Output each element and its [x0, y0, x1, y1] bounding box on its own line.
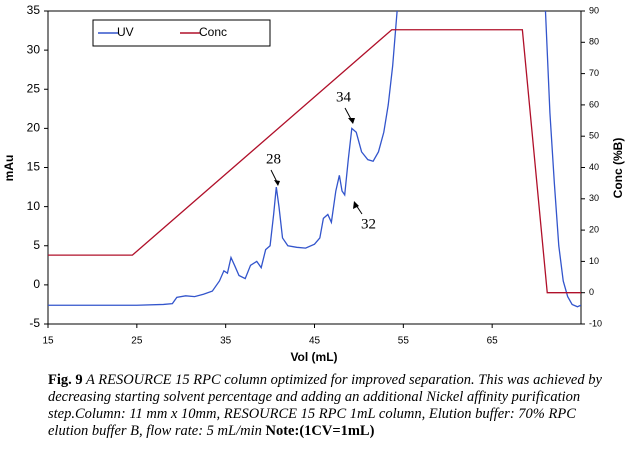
y2-tick-label: 50: [589, 131, 599, 141]
caption-text: A RESOURCE 15 RPC column optimized for i…: [48, 372, 602, 439]
y-tick-label: 20: [27, 121, 41, 135]
legend-label: UV: [117, 25, 134, 39]
x-axis-label: Vol (mL): [290, 350, 337, 364]
y2-tick-label: 10: [589, 256, 599, 266]
y2-tick-label: 30: [589, 193, 599, 203]
x-tick-label: 35: [220, 336, 232, 347]
y-tick-label: -5: [29, 316, 40, 330]
plot-frame: [47, 10, 582, 325]
annotation: 34: [336, 89, 352, 105]
y2-tick-label: 70: [589, 68, 599, 78]
plot-lines: [48, 11, 581, 308]
y-tick-label: 25: [27, 81, 41, 95]
y2-tick-label: 60: [589, 99, 599, 109]
chart: Vol (mL) mAu Conc (%B) 28 34 32 15 25 35 45…: [2, 3, 625, 364]
y2-tick-label: -10: [589, 318, 602, 328]
y-tick-label: 10: [27, 199, 41, 213]
annotation: 28: [266, 151, 281, 167]
annotation: 32: [361, 216, 376, 232]
y-tick-label: 35: [27, 3, 41, 17]
x-tick-label: 45: [309, 336, 321, 347]
y-axis-label: mAu: [2, 155, 16, 182]
y2-tick-label: 40: [589, 162, 599, 172]
x-tick-label: 15: [42, 336, 54, 347]
y-tick-label: 0: [33, 277, 40, 291]
caption-note: Note:(1CV=1mL): [265, 423, 375, 439]
caption-label: Fig. 9: [48, 372, 83, 388]
y-tick-label: 15: [27, 160, 41, 174]
arrow-head: [348, 118, 355, 124]
x-tick-label: 25: [131, 336, 143, 347]
legend-label: Conc: [199, 25, 227, 39]
y-tick-label: 5: [33, 238, 40, 252]
y2-tick-label: 80: [589, 37, 599, 47]
x-tick-label: 55: [398, 336, 410, 347]
arrow-head: [274, 180, 280, 186]
arrow-head: [353, 201, 359, 209]
y2-tick-label: 0: [589, 287, 594, 297]
series-line: [48, 29, 581, 294]
y2-tick-label: 90: [589, 5, 599, 15]
y2-axis-label: Conc (%B): [611, 138, 625, 199]
x-tick-label: 65: [487, 336, 499, 347]
y2-tick-label: 20: [589, 224, 599, 234]
caption: Fig. 9 A RESOURCE 15 RPC column optimize…: [48, 372, 618, 440]
series-line: [48, 11, 581, 308]
y-tick-label: 30: [27, 42, 41, 56]
